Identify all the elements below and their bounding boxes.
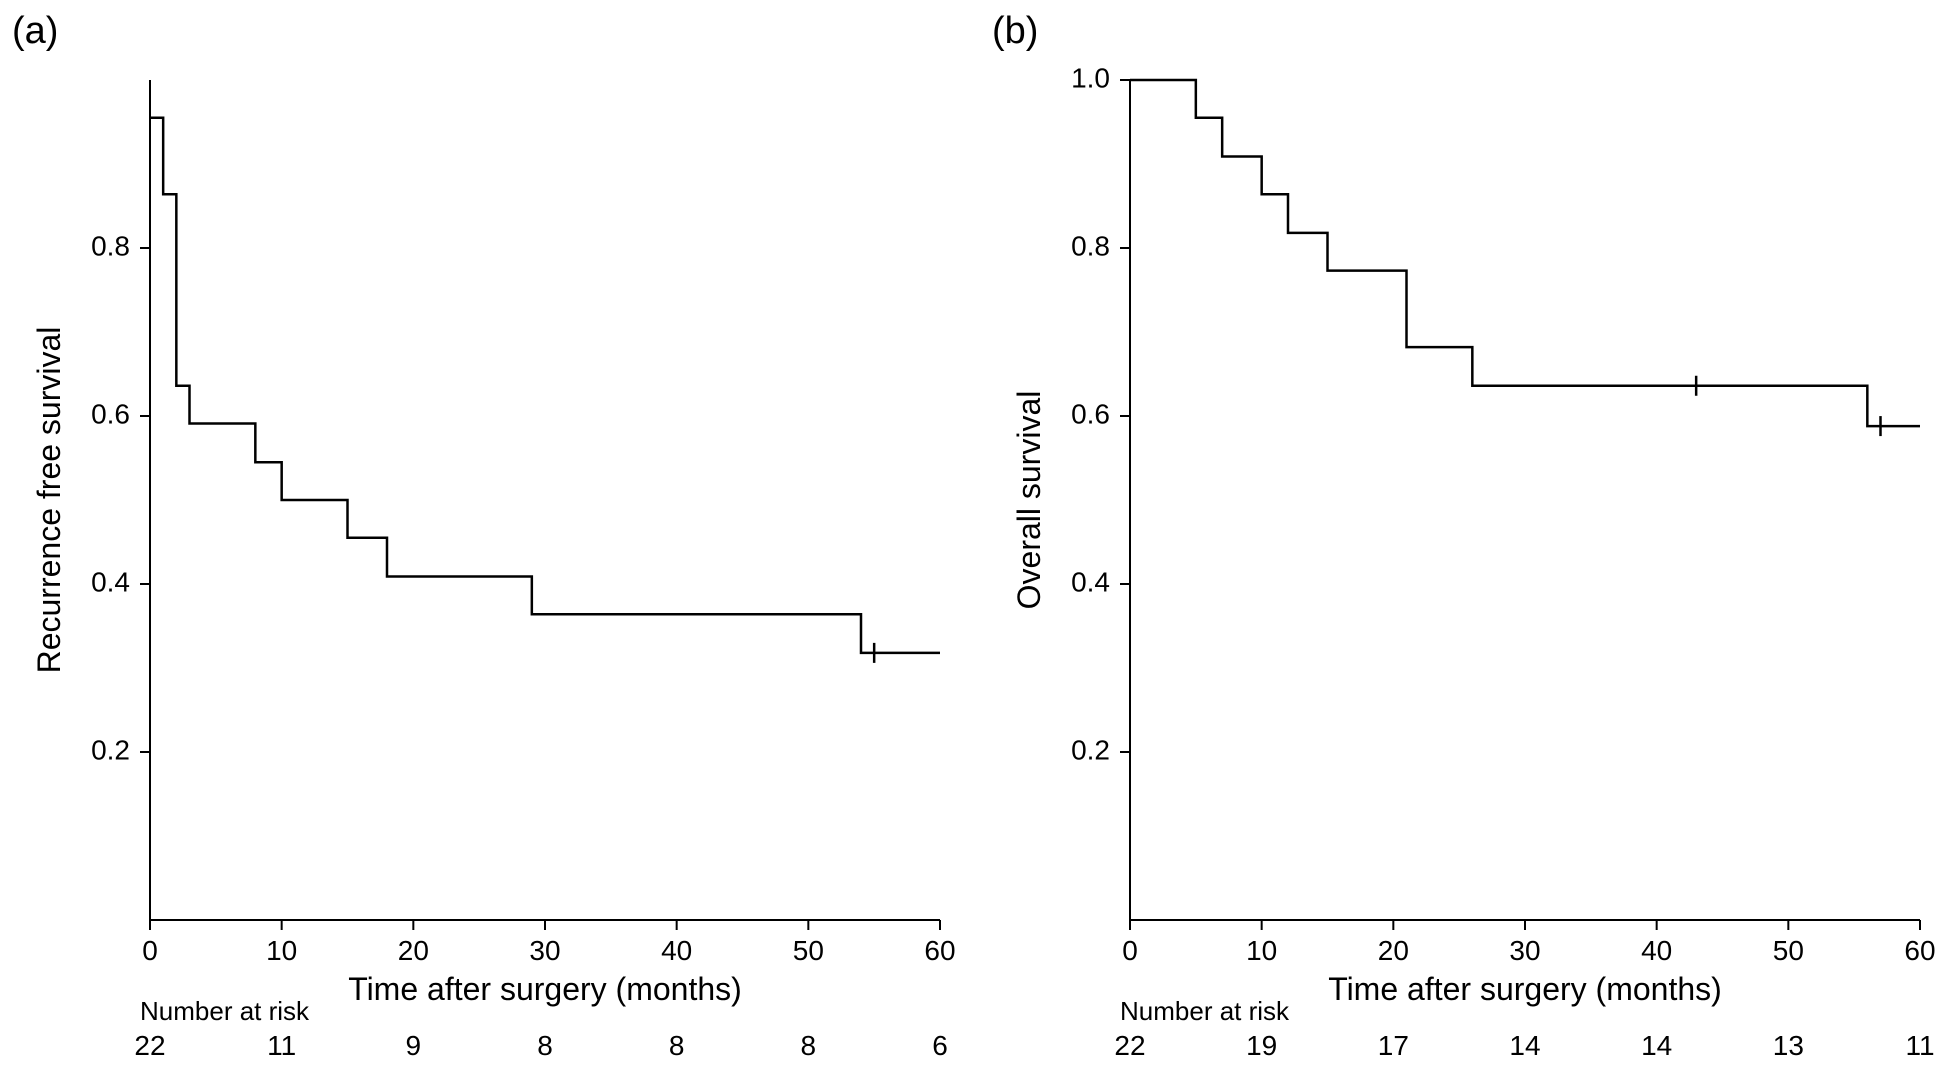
panel-a-svg: 0.2 0.4 0.6 0.8 0 10 20 30 40 50 60 Time after surg… bbox=[0, 0, 980, 1068]
svg-text:Recurrence free survival: Recurrence free survival bbox=[31, 327, 67, 674]
svg-text:14: 14 bbox=[1641, 1030, 1672, 1061]
svg-text:50: 50 bbox=[1773, 935, 1804, 966]
svg-text:40: 40 bbox=[661, 935, 692, 966]
svg-text:1.0: 1.0 bbox=[1071, 62, 1110, 93]
svg-text:19: 19 bbox=[1246, 1030, 1277, 1061]
svg-text:0.2: 0.2 bbox=[91, 734, 130, 765]
svg-text:11: 11 bbox=[1905, 1030, 1934, 1061]
svg-text:Number at risk: Number at risk bbox=[1120, 996, 1290, 1026]
svg-text:8: 8 bbox=[801, 1030, 817, 1061]
svg-text:22: 22 bbox=[134, 1030, 165, 1061]
svg-text:14: 14 bbox=[1509, 1030, 1540, 1061]
svg-text:Time after surgery (months): Time after surgery (months) bbox=[1328, 971, 1722, 1007]
svg-text:Number at risk: Number at risk bbox=[140, 996, 310, 1026]
panel-b: (b) 0.2 0.4 0.6 0.8 1.0 0 10 20 30 40 50 60 Time aft… bbox=[980, 0, 1960, 1068]
svg-text:9: 9 bbox=[406, 1030, 422, 1061]
svg-text:0: 0 bbox=[1122, 935, 1138, 966]
svg-text:8: 8 bbox=[537, 1030, 553, 1061]
panel-a-label: (a) bbox=[12, 10, 58, 53]
svg-text:0.8: 0.8 bbox=[91, 230, 130, 261]
svg-text:Time after surgery (months): Time after surgery (months) bbox=[348, 971, 742, 1007]
svg-text:0.4: 0.4 bbox=[91, 566, 130, 597]
svg-text:10: 10 bbox=[266, 935, 297, 966]
svg-text:30: 30 bbox=[1509, 935, 1540, 966]
svg-text:6: 6 bbox=[932, 1030, 948, 1061]
svg-text:20: 20 bbox=[1378, 935, 1409, 966]
svg-text:Overall survival: Overall survival bbox=[1011, 391, 1047, 610]
svg-text:60: 60 bbox=[1904, 935, 1935, 966]
svg-text:50: 50 bbox=[793, 935, 824, 966]
svg-text:0.6: 0.6 bbox=[91, 398, 130, 429]
svg-text:22: 22 bbox=[1114, 1030, 1145, 1061]
svg-text:10: 10 bbox=[1246, 935, 1277, 966]
svg-text:40: 40 bbox=[1641, 935, 1672, 966]
svg-text:0.6: 0.6 bbox=[1071, 398, 1110, 429]
panel-b-label: (b) bbox=[992, 10, 1038, 53]
svg-text:30: 30 bbox=[529, 935, 560, 966]
panel-a: (a) 0.2 0.4 0.6 0.8 0 10 20 30 40 50 60 Time after … bbox=[0, 0, 980, 1068]
svg-text:8: 8 bbox=[669, 1030, 685, 1061]
panel-b-svg: 0.2 0.4 0.6 0.8 1.0 0 10 20 30 40 50 60 Time after s… bbox=[980, 0, 1960, 1068]
svg-text:11: 11 bbox=[267, 1030, 296, 1061]
panel-b-plot-group: 0.2 0.4 0.6 0.8 1.0 0 10 20 30 40 50 60 Time after s… bbox=[1011, 62, 1936, 1061]
svg-text:0.2: 0.2 bbox=[1071, 734, 1110, 765]
figure-container: (a) 0.20.40.60.80102030405060Time after … bbox=[0, 0, 1960, 1068]
svg-text:60: 60 bbox=[924, 935, 955, 966]
panel-a-plot-group: 0.2 0.4 0.6 0.8 0 10 20 30 40 50 60 Time after surg… bbox=[31, 80, 956, 1061]
svg-text:0.4: 0.4 bbox=[1071, 566, 1110, 597]
svg-text:0: 0 bbox=[142, 935, 158, 966]
svg-text:13: 13 bbox=[1773, 1030, 1804, 1061]
svg-text:20: 20 bbox=[398, 935, 429, 966]
svg-text:17: 17 bbox=[1378, 1030, 1409, 1061]
svg-text:0.8: 0.8 bbox=[1071, 230, 1110, 261]
